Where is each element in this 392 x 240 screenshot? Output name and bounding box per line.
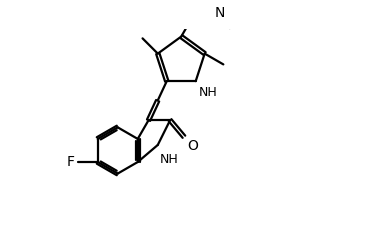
- Text: NH: NH: [159, 153, 178, 166]
- Text: N: N: [215, 6, 225, 20]
- Text: F: F: [67, 155, 74, 169]
- Text: O: O: [187, 139, 198, 153]
- Text: NH: NH: [199, 86, 218, 99]
